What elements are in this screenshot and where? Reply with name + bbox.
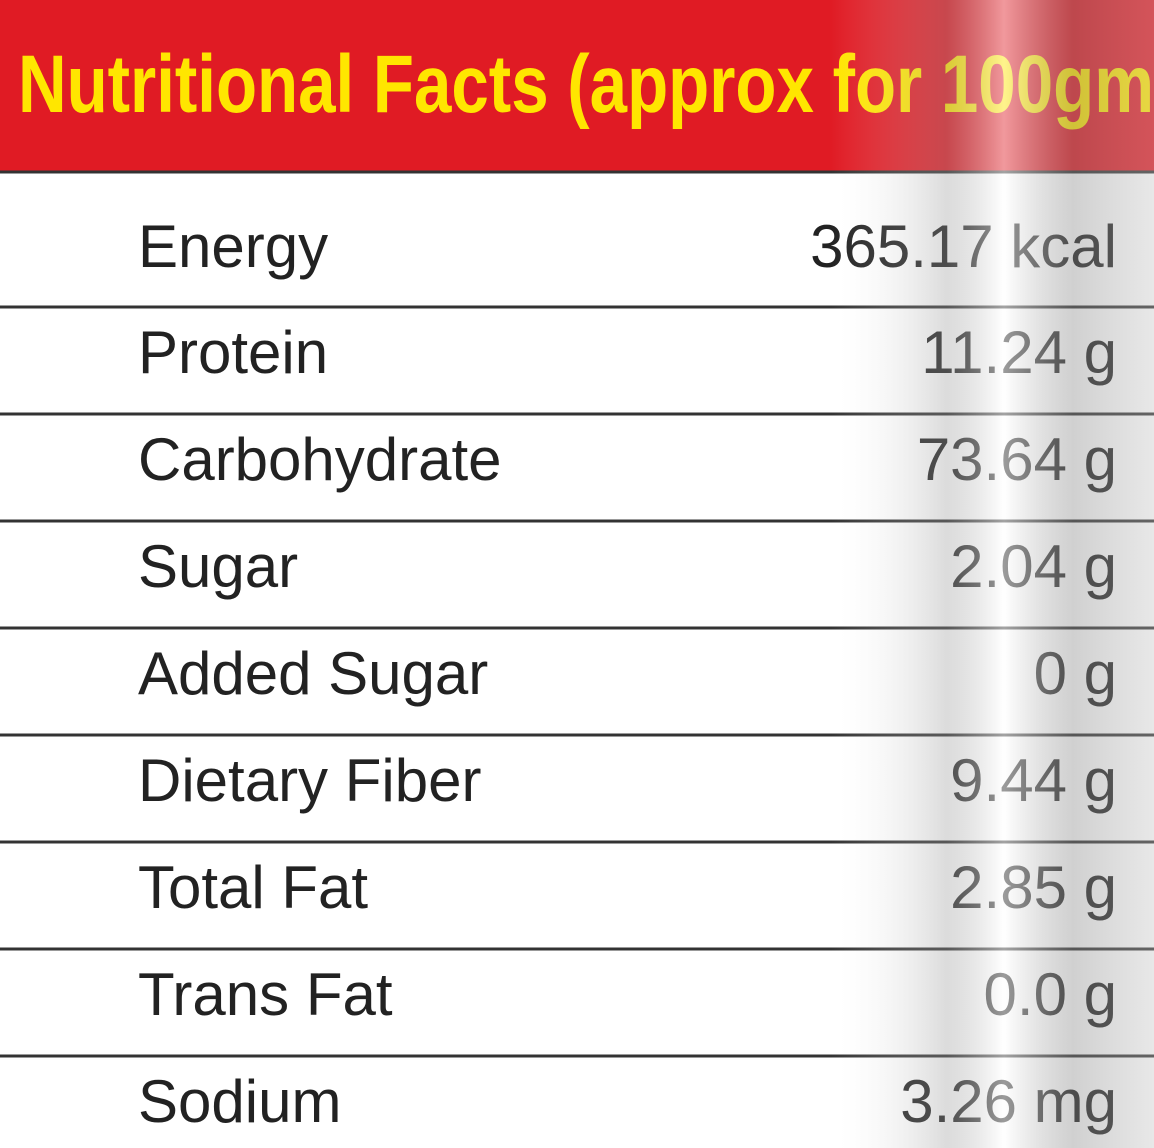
nutrient-value: 2.04 g xyxy=(950,533,1117,600)
nutrient-value: 3.26 mg xyxy=(900,1068,1117,1135)
nutrient-name: Carbohydrate xyxy=(138,426,502,493)
nutrient-name: Total Fat xyxy=(138,854,368,921)
nutrient-value: 73.64 g xyxy=(917,426,1117,493)
nutrient-value: 0.0 g xyxy=(984,961,1117,1028)
nutrient-name: Added Sugar xyxy=(138,640,488,707)
nutrient-value: 9.44 g xyxy=(950,747,1117,814)
nutrient-name: Sodium xyxy=(138,1068,341,1135)
nutrient-name: Sugar xyxy=(138,533,298,600)
nutrient-value: 2.85 g xyxy=(950,854,1117,921)
nutrient-name: Protein xyxy=(138,319,328,386)
nutrient-value: 11.24 g xyxy=(921,319,1117,386)
nutrient-name: Dietary Fiber xyxy=(138,747,481,814)
nutrient-name: Energy xyxy=(138,213,328,280)
nutrient-name: Trans Fat xyxy=(138,961,393,1028)
header-title: Nutritional Facts (approx for 100gm xyxy=(18,39,1154,130)
nutrient-value: 0 g xyxy=(1034,640,1117,707)
nutrient-value: 365.17 kcal xyxy=(810,213,1117,280)
